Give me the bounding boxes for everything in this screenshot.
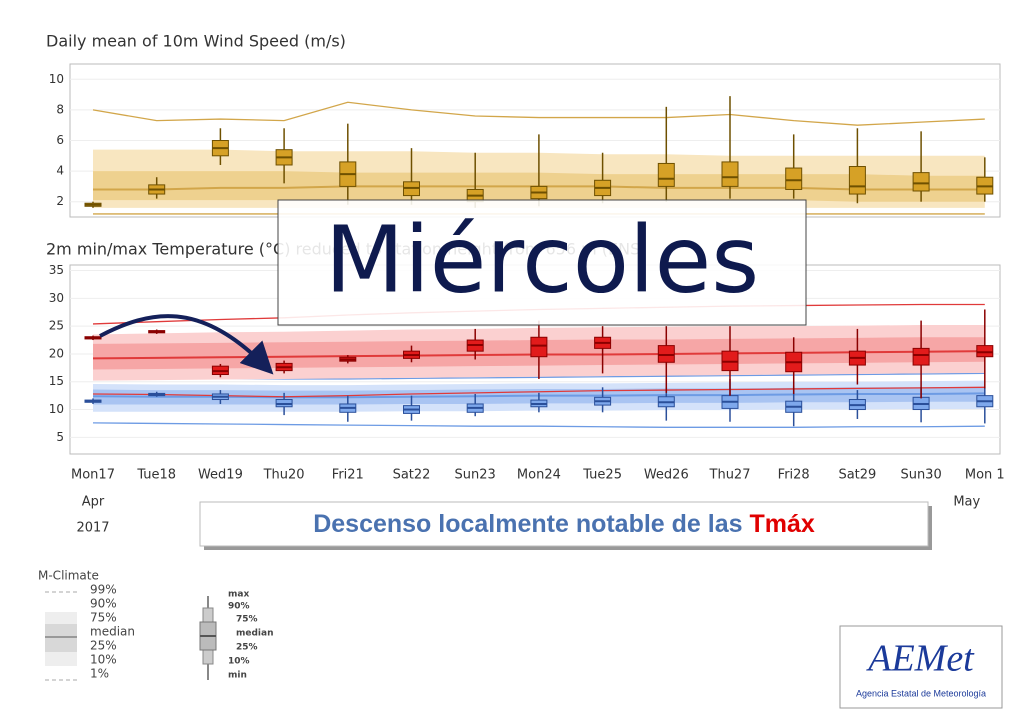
- y-tick-label: 10: [49, 72, 64, 86]
- logo-box: [839, 625, 1003, 709]
- chart-title: Daily mean of 10m Wind Speed (m/s): [46, 32, 346, 51]
- y-tick-label: 20: [49, 346, 64, 360]
- banner-highlight: Tmáx: [749, 510, 814, 538]
- x-tick-label: Mon17: [71, 468, 115, 483]
- x-tick-label: Sun30: [900, 468, 941, 483]
- legend-title: M-Climate: [38, 569, 99, 583]
- legend-label: median: [90, 625, 135, 639]
- day-box: [277, 199, 807, 326]
- x-tick-label: Sat29: [838, 468, 876, 483]
- box: [657, 162, 675, 187]
- legend-label: 75%: [236, 615, 258, 625]
- y-tick-label: 6: [56, 133, 64, 147]
- box: [912, 172, 930, 192]
- y-tick-label: 8: [56, 102, 64, 116]
- x-tick-label: Thu20: [263, 468, 305, 483]
- legend-label: 10%: [228, 657, 250, 667]
- y-tick-label: 30: [49, 291, 64, 305]
- legend-label: 10%: [90, 653, 117, 667]
- x-tick-label: Mon24: [517, 468, 561, 483]
- x-tick-label: Mon 1: [965, 468, 1005, 483]
- box: [785, 167, 803, 190]
- y-tick-label: 25: [49, 319, 64, 333]
- logo-subtitle: Agencia Estatal de Meteorología: [856, 688, 986, 698]
- y-tick-label: 15: [49, 374, 64, 388]
- x-tick-label: Thu27: [709, 468, 751, 483]
- x-month-label: May: [953, 495, 980, 510]
- box: [721, 161, 739, 187]
- day-label: Miércoles: [325, 206, 759, 313]
- climate-line: [92, 386, 985, 398]
- x-tick-label: Fri21: [332, 468, 364, 483]
- y-tick-label: 5: [56, 430, 64, 444]
- x-tick-label: Sat22: [393, 468, 431, 483]
- y-tick-label: 10: [49, 402, 64, 416]
- x-tick-label: Wed19: [198, 468, 243, 483]
- legend-label: max: [228, 590, 249, 600]
- box: [657, 345, 675, 363]
- legend-label: 99%: [90, 583, 117, 597]
- x-tick-label: Wed26: [644, 468, 689, 483]
- y-tick-label: 35: [49, 263, 64, 277]
- y-tick-label: 4: [56, 164, 64, 178]
- legend-label: 90%: [228, 602, 250, 612]
- legend-label: 25%: [90, 639, 117, 653]
- banner: Descenso localmente notable de las Tmáx: [313, 510, 815, 538]
- banner-box: [199, 501, 929, 547]
- x-tick-label: Sun23: [455, 468, 496, 483]
- banner-text: Descenso localmente notable de las: [313, 510, 749, 538]
- x-year-label: 2017: [76, 521, 109, 536]
- box: [530, 336, 548, 358]
- climate-line: [92, 101, 985, 126]
- box: [912, 347, 930, 366]
- legend-label: 75%: [90, 611, 117, 625]
- legend-label: 1%: [90, 667, 109, 681]
- x-tick-label: Tue18: [136, 468, 176, 483]
- x-month-label: Apr: [82, 495, 105, 510]
- y-tick-label: 2: [56, 194, 64, 208]
- logo-name: AEMet: [865, 638, 975, 680]
- legend-label: median: [236, 629, 274, 639]
- legend-label: min: [228, 671, 247, 681]
- x-tick-label: Tue25: [582, 468, 622, 483]
- box: [976, 345, 994, 358]
- climate-line: [92, 422, 985, 428]
- legend-label: 25%: [236, 643, 258, 653]
- arrow: [99, 314, 274, 375]
- legend-label: 90%: [90, 597, 117, 611]
- x-tick-label: Fri28: [778, 468, 810, 483]
